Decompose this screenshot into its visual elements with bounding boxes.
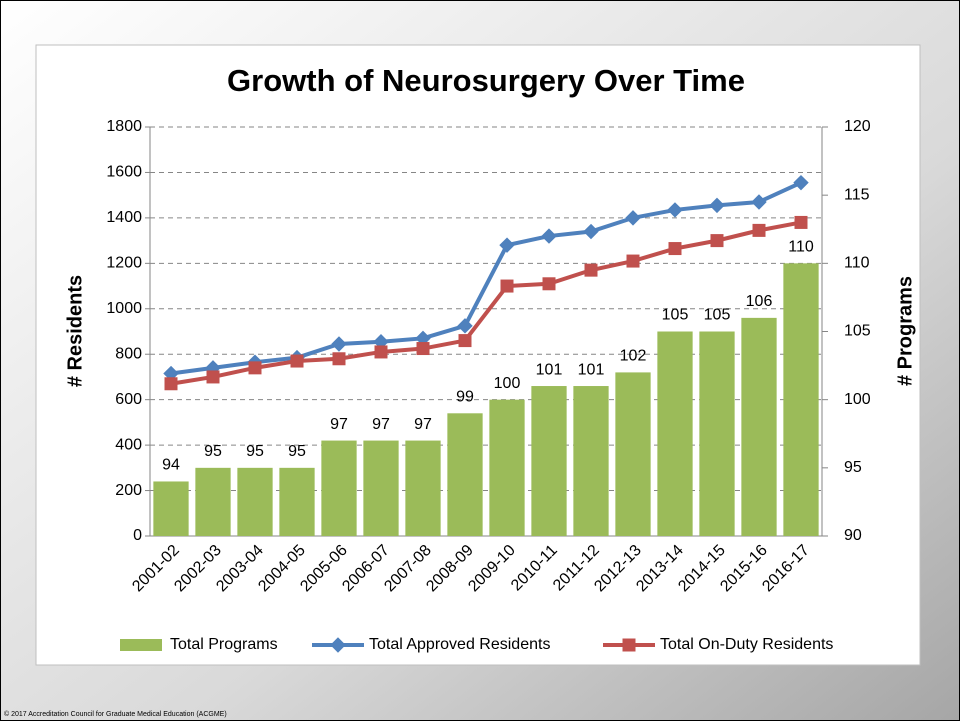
data-label: 105 — [662, 307, 689, 324]
marker — [331, 336, 347, 352]
marker — [751, 194, 767, 210]
y-tick-label: 400 — [115, 436, 142, 453]
bar — [657, 331, 693, 536]
y-tick-label: 1200 — [106, 255, 142, 272]
data-label: 95 — [246, 443, 264, 460]
bar — [489, 399, 525, 536]
y2-tick-label: 95 — [844, 459, 862, 476]
marker — [499, 237, 515, 253]
data-label: 105 — [704, 307, 731, 324]
chart-title: Growth of Neurosurgery Over Time — [227, 63, 745, 98]
marker — [793, 174, 809, 191]
bar — [783, 263, 819, 536]
bar — [573, 386, 609, 536]
bar — [279, 467, 315, 536]
data-label: 110 — [788, 239, 814, 256]
data-label: 101 — [536, 361, 563, 378]
marker — [668, 242, 682, 256]
bar — [405, 440, 441, 536]
marker — [500, 279, 514, 293]
y2-axis-title: # Programs — [894, 276, 916, 386]
y-axis-title: # Residents — [64, 275, 86, 387]
y-tick-label: 1800 — [106, 118, 142, 135]
marker — [794, 215, 808, 229]
data-label: 97 — [330, 416, 348, 433]
data-label: 95 — [288, 443, 306, 460]
marker — [542, 277, 556, 291]
bar — [321, 440, 357, 536]
marker — [710, 234, 724, 248]
bar — [699, 331, 735, 536]
data-label: 97 — [414, 416, 432, 433]
marker — [622, 638, 636, 652]
bar — [153, 481, 189, 536]
marker — [541, 228, 557, 244]
y2-tick-label: 110 — [844, 255, 870, 272]
data-label: 97 — [372, 416, 390, 433]
y-tick-label: 800 — [115, 345, 142, 362]
marker — [332, 352, 346, 366]
marker — [584, 263, 598, 277]
bar — [363, 440, 399, 536]
y-tick-label: 1600 — [106, 164, 142, 181]
bar — [237, 467, 273, 536]
data-label: 95 — [204, 443, 222, 460]
data-label: 101 — [578, 361, 605, 378]
marker — [206, 370, 220, 384]
data-label: 106 — [746, 293, 773, 310]
marker — [164, 377, 178, 391]
bar — [531, 386, 567, 536]
y-tick-label: 0 — [133, 527, 142, 544]
y2-tick-label: 105 — [844, 323, 871, 340]
marker — [248, 361, 262, 375]
y-tick-label: 600 — [115, 391, 142, 408]
y2-tick-label: 115 — [844, 186, 870, 203]
marker — [752, 223, 766, 237]
marker — [625, 210, 641, 226]
bar — [615, 372, 651, 536]
y2-tick-label: 90 — [844, 527, 862, 544]
legend-label: Total On-Duty Residents — [660, 636, 833, 653]
legend-label: Total Approved Residents — [369, 636, 550, 653]
marker — [416, 342, 430, 356]
marker — [457, 318, 473, 334]
data-label: 102 — [620, 348, 647, 365]
marker — [667, 202, 683, 218]
marker — [330, 637, 346, 653]
marker — [583, 223, 599, 240]
marker — [374, 345, 388, 359]
bar — [447, 413, 483, 536]
bar — [741, 317, 777, 536]
data-label: 100 — [494, 375, 521, 392]
y-tick-label: 1400 — [106, 209, 142, 226]
y-tick-label: 1000 — [106, 300, 142, 317]
y2-tick-label: 120 — [844, 118, 871, 135]
bar — [195, 467, 231, 536]
footer: © 2017 Accreditation Council for Graduat… — [4, 710, 227, 718]
legend-swatch — [120, 639, 162, 651]
y2-tick-label: 100 — [844, 391, 871, 408]
legend-label: Total Programs — [170, 636, 278, 653]
y-tick-label: 200 — [115, 482, 142, 499]
marker — [290, 354, 304, 368]
line — [170, 220, 802, 386]
line — [170, 180, 802, 376]
marker — [709, 197, 725, 214]
marker — [458, 334, 472, 348]
data-label: 99 — [456, 389, 474, 406]
data-label: 94 — [162, 457, 180, 474]
marker — [626, 254, 640, 268]
